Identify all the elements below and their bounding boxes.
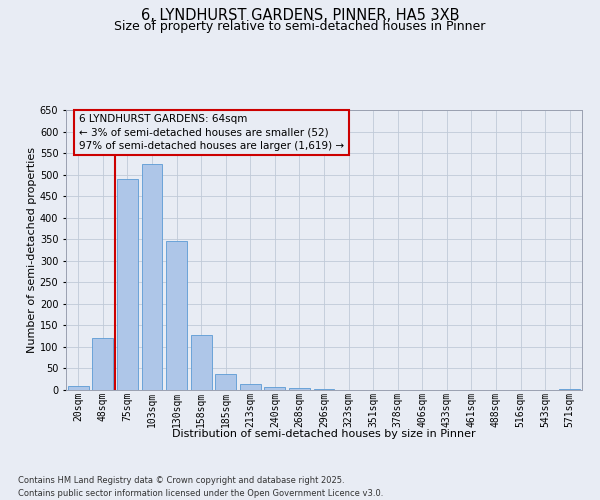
Text: 6, LYNDHURST GARDENS, PINNER, HA5 3XB: 6, LYNDHURST GARDENS, PINNER, HA5 3XB — [141, 8, 459, 22]
Bar — [117, 179, 138, 390]
Bar — [289, 388, 310, 390]
Bar — [240, 384, 261, 390]
Bar — [92, 338, 113, 390]
Bar — [215, 374, 236, 390]
Bar — [166, 242, 187, 390]
Bar — [314, 389, 334, 390]
Text: 6 LYNDHURST GARDENS: 64sqm
← 3% of semi-detached houses are smaller (52)
97% of : 6 LYNDHURST GARDENS: 64sqm ← 3% of semi-… — [79, 114, 344, 150]
Text: Contains HM Land Registry data © Crown copyright and database right 2025.
Contai: Contains HM Land Registry data © Crown c… — [18, 476, 383, 498]
Bar — [191, 335, 212, 390]
Bar — [265, 386, 286, 390]
Y-axis label: Number of semi-detached properties: Number of semi-detached properties — [27, 147, 37, 353]
Text: Size of property relative to semi-detached houses in Pinner: Size of property relative to semi-detach… — [115, 20, 485, 33]
Bar — [68, 386, 89, 390]
Bar — [142, 164, 163, 390]
Bar — [559, 388, 580, 390]
X-axis label: Distribution of semi-detached houses by size in Pinner: Distribution of semi-detached houses by … — [172, 430, 476, 440]
